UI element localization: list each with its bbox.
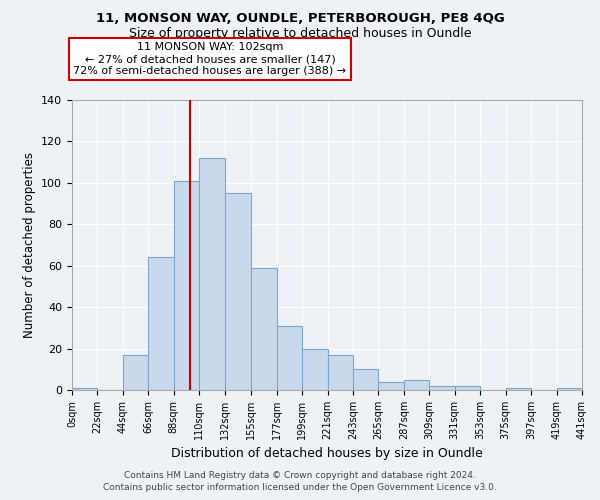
Bar — [277, 326, 302, 390]
Bar — [224, 193, 251, 390]
Bar — [353, 370, 379, 390]
Bar — [72, 388, 97, 390]
Bar — [199, 158, 224, 390]
Bar — [148, 258, 174, 390]
Y-axis label: Number of detached properties: Number of detached properties — [23, 152, 35, 338]
Bar — [328, 355, 353, 390]
Bar — [251, 268, 277, 390]
Bar — [379, 382, 404, 390]
Bar — [404, 380, 430, 390]
Text: Size of property relative to detached houses in Oundle: Size of property relative to detached ho… — [129, 28, 471, 40]
Text: 11, MONSON WAY, OUNDLE, PETERBOROUGH, PE8 4QG: 11, MONSON WAY, OUNDLE, PETERBOROUGH, PE… — [95, 12, 505, 26]
Bar — [455, 386, 480, 390]
Bar — [302, 348, 328, 390]
Bar — [123, 355, 148, 390]
Bar — [557, 388, 582, 390]
Text: Contains HM Land Registry data © Crown copyright and database right 2024.: Contains HM Land Registry data © Crown c… — [124, 471, 476, 480]
Text: 11 MONSON WAY: 102sqm
← 27% of detached houses are smaller (147)
72% of semi-det: 11 MONSON WAY: 102sqm ← 27% of detached … — [73, 42, 347, 76]
X-axis label: Distribution of detached houses by size in Oundle: Distribution of detached houses by size … — [171, 448, 483, 460]
Bar — [506, 388, 531, 390]
Bar — [430, 386, 455, 390]
Text: Contains public sector information licensed under the Open Government Licence v3: Contains public sector information licen… — [103, 484, 497, 492]
Bar — [174, 181, 199, 390]
